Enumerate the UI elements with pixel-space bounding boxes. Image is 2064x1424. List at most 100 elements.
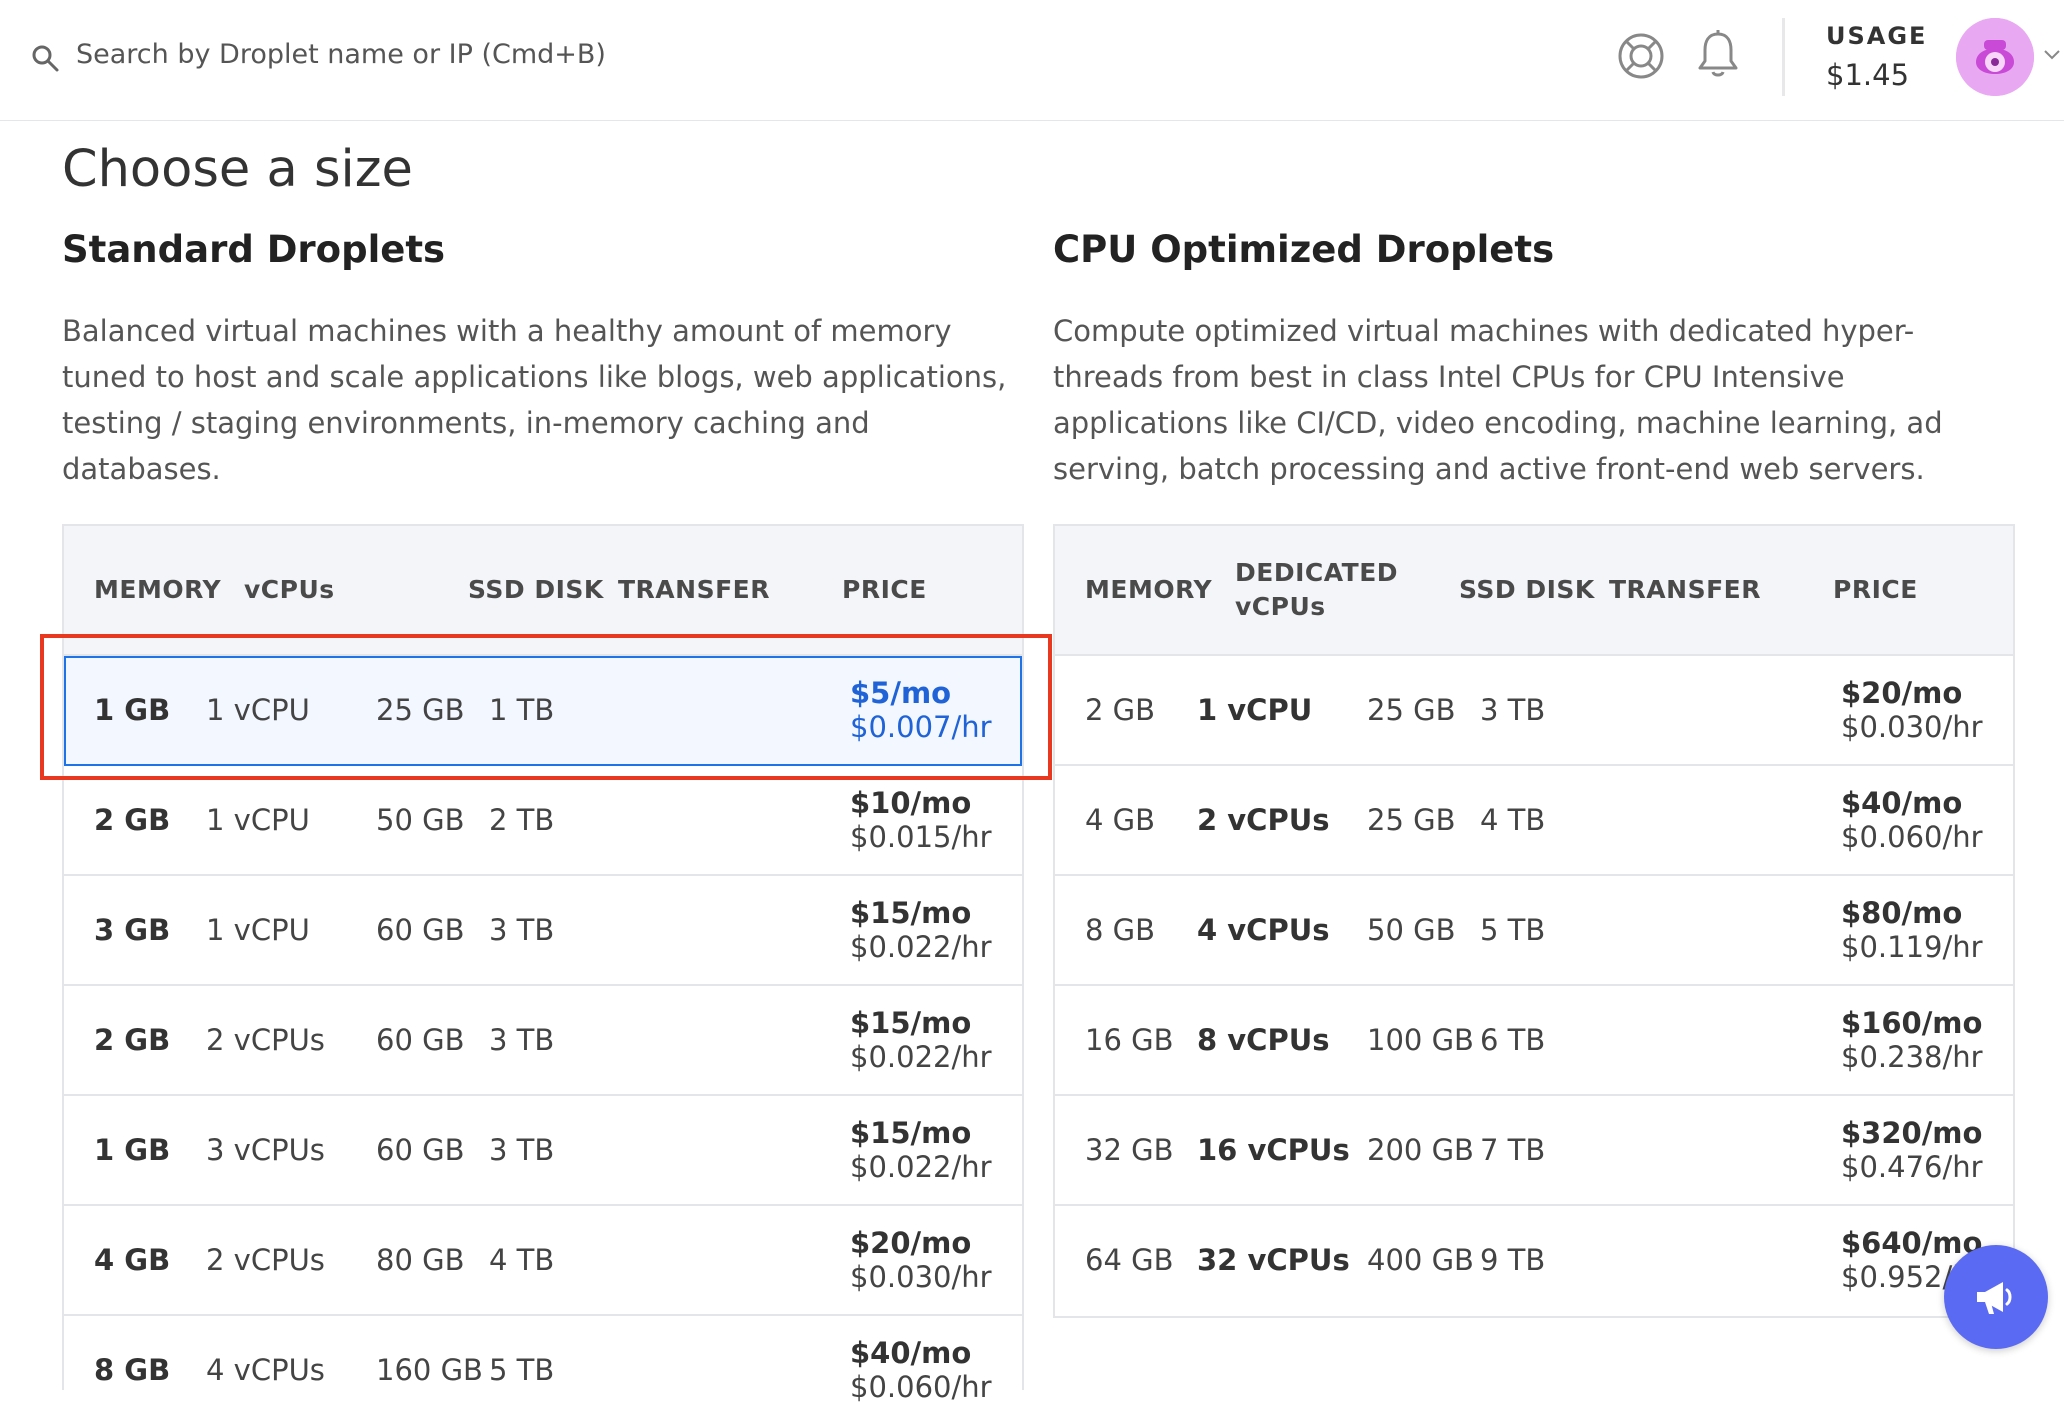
cell-ssd-disk: 100 GB bbox=[1367, 1023, 1474, 1057]
price-monthly: $15/mo bbox=[850, 1116, 972, 1150]
cell-vcpus: 1 vCPU bbox=[1197, 693, 1313, 727]
price-hourly: $0.022/hr bbox=[850, 1150, 992, 1184]
cell-transfer: 3 TB bbox=[489, 1023, 555, 1057]
column-header-memory: MEMORY bbox=[94, 575, 222, 604]
price-monthly: $640/mo bbox=[1841, 1226, 1983, 1260]
table-row[interactable]: 8 GB 4 vCPUs 160 GB 5 TB $40/mo $0.060/hr bbox=[64, 1316, 1022, 1424]
standard-title: Standard Droplets bbox=[62, 228, 446, 271]
price-hourly: $0.007/hr bbox=[850, 710, 992, 744]
price-hourly: $0.238/hr bbox=[1841, 1040, 1983, 1074]
column-header-dedicated-vcpus: DEDICATED vCPUs bbox=[1235, 558, 1399, 621]
table-row[interactable]: 4 GB 2 vCPUs 25 GB 4 TB $40/mo $0.060/hr bbox=[1055, 766, 2013, 876]
cell-price: $40/mo $0.060/hr bbox=[1841, 766, 1983, 874]
search-input[interactable] bbox=[70, 28, 982, 80]
announcements-button[interactable] bbox=[1944, 1245, 2048, 1349]
cell-transfer: 7 TB bbox=[1480, 1133, 1546, 1167]
cell-vcpus: 16 vCPUs bbox=[1197, 1133, 1350, 1167]
cell-memory: 8 GB bbox=[94, 1353, 171, 1387]
cell-transfer: 1 TB bbox=[489, 693, 555, 727]
table-row[interactable]: 2 GB 1 vCPU 50 GB 2 TB $10/mo $0.015/hr bbox=[64, 766, 1022, 876]
cell-transfer: 5 TB bbox=[1480, 913, 1546, 947]
divider bbox=[1782, 18, 1785, 96]
price-hourly: $0.476/hr bbox=[1841, 1150, 1983, 1184]
table-row[interactable]: 2 GB 2 vCPUs 60 GB 3 TB $15/mo $0.022/hr bbox=[64, 986, 1022, 1096]
cell-memory: 16 GB bbox=[1085, 1023, 1174, 1057]
price-hourly: $0.060/hr bbox=[1841, 820, 1983, 854]
usage-value[interactable]: $1.45 bbox=[1826, 58, 1910, 92]
cell-memory: 4 GB bbox=[1085, 803, 1156, 837]
price-hourly: $0.030/hr bbox=[1841, 710, 1983, 744]
cell-transfer: 9 TB bbox=[1480, 1243, 1546, 1277]
cell-memory: 2 GB bbox=[94, 1023, 171, 1057]
cell-memory: 3 GB bbox=[94, 913, 171, 947]
table-row[interactable]: 2 GB 1 vCPU 25 GB 3 TB $20/mo $0.030/hr bbox=[1055, 656, 2013, 766]
standard-description: Balanced virtual machines with a healthy… bbox=[62, 314, 1007, 486]
column-header-ssd-disk: SSD DISK bbox=[468, 575, 604, 604]
avatar[interactable] bbox=[1956, 18, 2034, 96]
cell-price: $40/mo $0.060/hr bbox=[850, 1316, 992, 1424]
cell-price: $10/mo $0.015/hr bbox=[850, 766, 992, 874]
cell-transfer: 3 TB bbox=[489, 913, 555, 947]
cell-memory: 1 GB bbox=[94, 693, 171, 727]
cell-price: $160/mo $0.238/hr bbox=[1841, 986, 1983, 1094]
cell-memory: 8 GB bbox=[1085, 913, 1156, 947]
cell-vcpus: 2 vCPUs bbox=[206, 1023, 325, 1057]
table-row[interactable]: 1 GB 3 vCPUs 60 GB 3 TB $15/mo $0.022/hr bbox=[64, 1096, 1022, 1206]
help-icon[interactable] bbox=[1617, 32, 1665, 80]
column-header-vcpus: vCPUs bbox=[244, 575, 335, 604]
bell-icon[interactable] bbox=[1694, 28, 1742, 80]
table-row[interactable]: 3 GB 1 vCPU 60 GB 3 TB $15/mo $0.022/hr bbox=[64, 876, 1022, 986]
cell-price: $15/mo $0.022/hr bbox=[850, 876, 992, 984]
table-row[interactable]: 4 GB 2 vCPUs 80 GB 4 TB $20/mo $0.030/hr bbox=[64, 1206, 1022, 1316]
cell-price: $15/mo $0.022/hr bbox=[850, 1096, 992, 1204]
price-monthly: $160/mo bbox=[1841, 1006, 1983, 1040]
cell-vcpus: 4 vCPUs bbox=[206, 1353, 325, 1387]
standard-rows: 1 GB 1 vCPU 25 GB 1 TB $5/mo $0.007/hr 2 GB 1 v… bbox=[64, 656, 1022, 1424]
cell-vcpus: 2 vCPUs bbox=[1197, 803, 1330, 837]
cell-ssd-disk: 60 GB bbox=[376, 1023, 465, 1057]
cell-transfer: 5 TB bbox=[489, 1353, 555, 1387]
table-row[interactable]: 16 GB 8 vCPUs 100 GB 6 TB $160/mo $0.238/hr bbox=[1055, 986, 2013, 1096]
column-header-ssd-disk: SSD DISK bbox=[1459, 575, 1595, 604]
cell-vcpus: 3 vCPUs bbox=[206, 1133, 325, 1167]
usage-label: USAGE bbox=[1826, 22, 1928, 50]
price-hourly: $0.015/hr bbox=[850, 820, 992, 854]
cell-memory: 32 GB bbox=[1085, 1133, 1174, 1167]
table-row[interactable]: 8 GB 4 vCPUs 50 GB 5 TB $80/mo $0.119/hr bbox=[1055, 876, 2013, 986]
column-header-transfer: TRANSFER bbox=[1609, 575, 1761, 604]
cell-memory: 2 GB bbox=[94, 803, 171, 837]
cell-memory: 1 GB bbox=[94, 1133, 171, 1167]
cell-transfer: 6 TB bbox=[1480, 1023, 1546, 1057]
price-monthly: $20/mo bbox=[1841, 676, 1963, 710]
cell-ssd-disk: 60 GB bbox=[376, 1133, 465, 1167]
avatar-icon bbox=[1956, 18, 2034, 96]
cell-vcpus: 8 vCPUs bbox=[1197, 1023, 1330, 1057]
price-monthly: $40/mo bbox=[1841, 786, 1963, 820]
table-header: MEMORY vCPUs SSD DISK TRANSFER PRICE bbox=[64, 526, 1022, 656]
cell-vcpus: 1 vCPU bbox=[206, 803, 310, 837]
cell-memory: 64 GB bbox=[1085, 1243, 1174, 1277]
chevron-down-icon[interactable] bbox=[2042, 44, 2062, 64]
cpu-description: Compute optimized virtual machines with … bbox=[1053, 314, 1943, 486]
cell-ssd-disk: 80 GB bbox=[376, 1243, 465, 1277]
cell-ssd-disk: 160 GB bbox=[376, 1353, 483, 1387]
price-monthly: $15/mo bbox=[850, 1006, 972, 1040]
cell-transfer: 4 TB bbox=[489, 1243, 555, 1277]
cell-price: $15/mo $0.022/hr bbox=[850, 986, 992, 1094]
table-row[interactable]: 32 GB 16 vCPUs 200 GB 7 TB $320/mo $0.476/hr bbox=[1055, 1096, 2013, 1206]
page-title: Choose a size bbox=[62, 140, 413, 199]
price-monthly: $20/mo bbox=[850, 1226, 972, 1260]
cell-vcpus: 1 vCPU bbox=[206, 693, 310, 727]
price-hourly: $0.119/hr bbox=[1841, 930, 1983, 964]
cell-memory: 2 GB bbox=[1085, 693, 1156, 727]
cell-transfer: 2 TB bbox=[489, 803, 555, 837]
table-row[interactable]: 1 GB 1 vCPU 25 GB 1 TB $5/mo $0.007/hr bbox=[64, 656, 1022, 766]
table-row[interactable]: 64 GB 32 vCPUs 400 GB 9 TB $640/mo $0.952/hr bbox=[1055, 1206, 2013, 1314]
column-header-price: PRICE bbox=[1833, 575, 1918, 604]
cpu-optimized-droplets-table: MEMORY DEDICATED vCPUs SSD DISK TRANSFER… bbox=[1053, 524, 2015, 1318]
cell-transfer: 3 TB bbox=[489, 1133, 555, 1167]
price-hourly: $0.060/hr bbox=[850, 1370, 992, 1404]
cell-ssd-disk: 200 GB bbox=[1367, 1133, 1474, 1167]
column-header-memory: MEMORY bbox=[1085, 575, 1213, 604]
cell-vcpus: 32 vCPUs bbox=[1197, 1243, 1350, 1277]
